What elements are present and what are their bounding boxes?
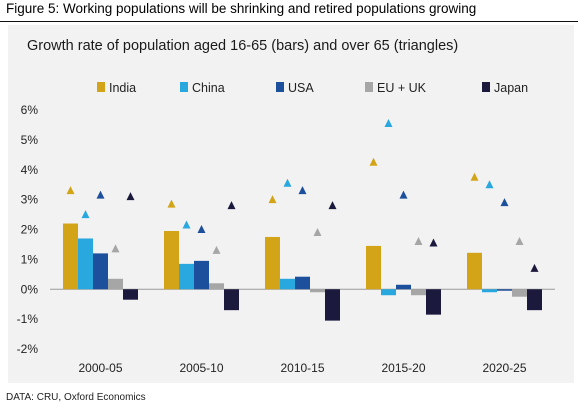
figure-title: Figure 5: Working populations will be sh… [6, 1, 477, 16]
triangle-marker-eu-uk [212, 245, 221, 254]
triangle-marker-usa [500, 198, 509, 207]
triangle-marker-usa [399, 190, 408, 199]
legend-swatch [365, 82, 373, 92]
triangle-marker-india [167, 199, 176, 208]
legend-label: EU + UK [377, 81, 427, 95]
bar-china [179, 263, 194, 290]
x-tick-label: 2000-05 [78, 361, 122, 375]
triangle-marker-usa [298, 186, 307, 195]
bar-india [63, 223, 78, 290]
x-tick-label: 2015-20 [381, 361, 425, 375]
triangle-marker-eu-uk [111, 244, 120, 253]
bar-china [78, 238, 93, 290]
bar-india [467, 252, 482, 290]
bar-usa [93, 253, 108, 290]
triangle-marker-usa [96, 190, 105, 199]
legend-swatch [180, 82, 188, 92]
triangle-marker-japan [530, 263, 539, 272]
bar-china [381, 289, 396, 296]
legend-label: India [109, 81, 136, 95]
legend-swatch [97, 82, 105, 92]
bar-india [164, 230, 179, 290]
x-tick-label: 2005-10 [179, 361, 223, 375]
legend-swatch [482, 82, 490, 92]
triangle-marker-japan [328, 201, 337, 210]
legend-label: Japan [494, 81, 528, 95]
triangle-marker-japan [227, 201, 236, 210]
triangle-marker-japan [429, 238, 438, 247]
bar-china [482, 289, 497, 293]
bar-usa [194, 260, 209, 290]
y-tick-label: 6% [21, 103, 39, 117]
x-tick-label: 2010-15 [280, 361, 324, 375]
bar-india [265, 236, 280, 290]
triangle-marker-india [470, 172, 479, 181]
chart-title: Growth rate of population aged 16-65 (ba… [27, 38, 459, 54]
y-tick-label: 2% [21, 223, 39, 237]
triangle-marker-usa [197, 225, 206, 233]
legend-swatch [276, 82, 284, 92]
y-tick-label: -2% [17, 342, 39, 356]
y-tick-label: 0% [21, 282, 39, 296]
triangle-marker-japan [126, 192, 135, 201]
triangle-marker-eu-uk [515, 236, 524, 245]
triangle-marker-india [66, 186, 75, 195]
bar-eu-uk [512, 289, 527, 297]
x-tick-label: 2020-25 [482, 361, 526, 375]
title-rule [0, 21, 578, 22]
triangle-marker-india [268, 195, 277, 204]
source-note: DATA: CRU, Oxford Economics [6, 392, 146, 403]
bar-japan [325, 289, 340, 321]
bar-usa [497, 289, 512, 291]
legend-label: China [192, 81, 225, 95]
bar-japan [224, 289, 239, 311]
bar-usa [295, 276, 310, 290]
bar-eu-uk [411, 289, 426, 296]
y-tick-label: -1% [17, 312, 39, 326]
triangle-marker-china [81, 210, 90, 219]
y-tick-label: 4% [21, 163, 39, 177]
bar-eu-uk [310, 289, 325, 293]
triangle-marker-china [283, 178, 292, 187]
y-tick-label: 3% [21, 193, 39, 207]
bar-japan [527, 289, 542, 311]
bar-eu-uk [108, 278, 123, 290]
legend-label: USA [288, 81, 314, 95]
bar-india [366, 245, 381, 290]
triangle-marker-china [485, 180, 494, 189]
triangle-marker-eu-uk [313, 227, 322, 236]
bar-eu-uk [209, 283, 224, 290]
y-tick-label: 1% [21, 252, 39, 266]
triangle-marker-eu-uk [414, 236, 423, 245]
triangle-marker-china [182, 220, 191, 229]
y-tick-label: 5% [21, 133, 39, 147]
bar-usa [396, 284, 411, 290]
bar-japan [426, 289, 441, 315]
bar-china [280, 278, 295, 290]
bar-japan [123, 289, 138, 300]
triangle-marker-china [384, 118, 393, 127]
triangle-marker-india [369, 157, 378, 166]
